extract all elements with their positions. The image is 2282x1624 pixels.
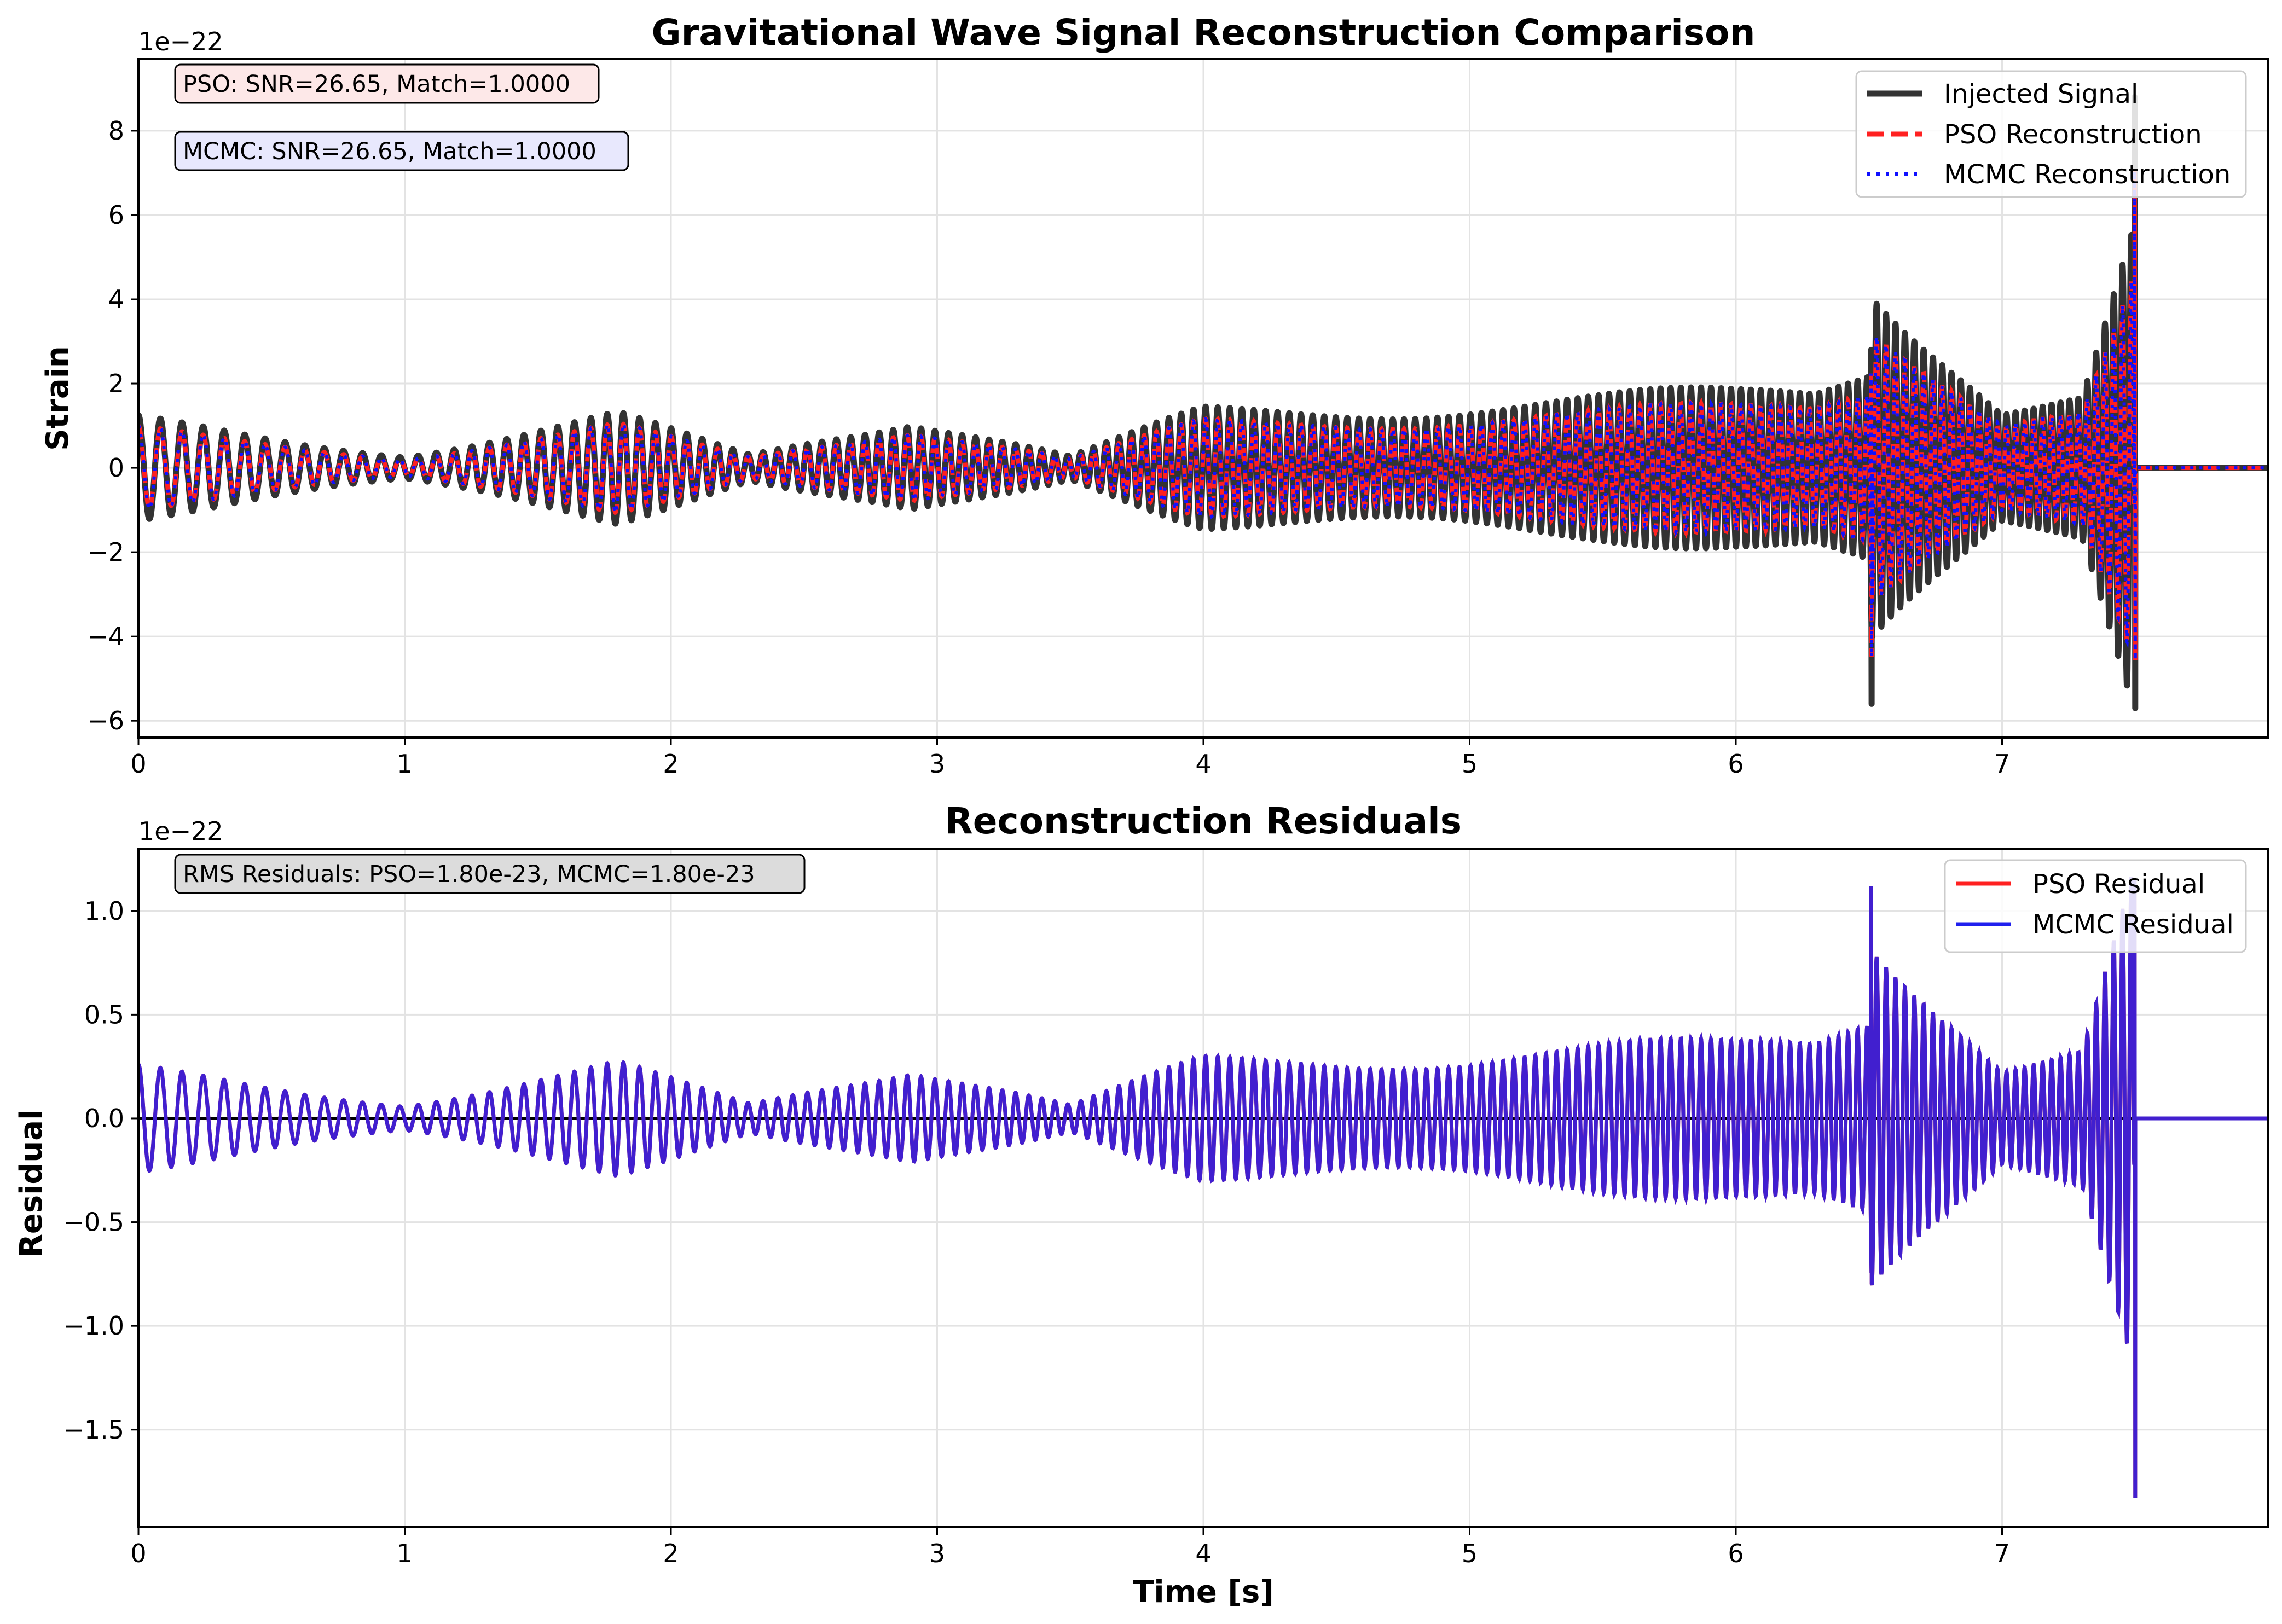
y-tick-label: −1.5: [63, 1415, 124, 1445]
annotation-pso-snr: PSO: SNR=26.65, Match=1.0000: [174, 63, 600, 104]
y-tick-label: −6: [87, 706, 124, 735]
x-tick-label: 1: [397, 1539, 413, 1568]
y-tick-label: −4: [87, 622, 124, 651]
chart-title: Gravitational Wave Signal Reconstruction…: [651, 11, 1755, 54]
legend-pso-reconstruction: PSO Reconstruction: [1944, 119, 2202, 150]
x-axis-label: Time [s]: [1133, 1574, 1274, 1610]
x-tick-label: 0: [130, 749, 146, 779]
y-tick-label: 0: [108, 453, 124, 483]
series-mcmc-reconstruction: [138, 171, 2268, 660]
x-tick-label: 5: [1462, 1539, 1478, 1568]
x-tick-label: 3: [929, 1539, 945, 1568]
y-axis-ticks: −6 −4 −2 0 2 4 6 8: [87, 116, 138, 735]
y-axis-label: Residual: [14, 1110, 49, 1258]
legend: Injected Signal PSO Reconstruction MCMC …: [1855, 70, 2247, 198]
svg-text:MCMC: SNR=26.65, Match=1.0000: MCMC: SNR=26.65, Match=1.0000: [183, 138, 596, 165]
y-tick-label: −0.5: [63, 1208, 124, 1237]
annotation-rms-residuals: RMS Residuals: PSO=1.80e-23, MCMC=1.80e-…: [174, 854, 806, 894]
x-tick-label: 7: [1994, 749, 2010, 779]
y-tick-label: 8: [108, 116, 124, 146]
series-mcmc-residual: [138, 877, 2268, 1498]
y-tick-label: 6: [108, 200, 124, 230]
y-tick-label: −2: [87, 537, 124, 567]
x-axis-ticks: 0 1 2 3 4 5 6 7: [130, 738, 2010, 779]
x-tick-label: 4: [1195, 1539, 1211, 1568]
x-tick-label: 0: [130, 1539, 146, 1568]
legend-pso-residual: PSO Residual: [2032, 869, 2205, 900]
chart-title: Reconstruction Residuals: [945, 800, 1462, 842]
svg-text:PSO: SNR=26.65, Match=1.0000: PSO: SNR=26.65, Match=1.0000: [183, 71, 570, 98]
y-axis-label: Strain: [40, 346, 76, 451]
y-tick-label: 1.0: [84, 896, 124, 926]
y-tick-label: 0.5: [84, 1000, 124, 1029]
x-tick-label: 2: [663, 749, 679, 779]
legend-injected-signal: Injected Signal: [1944, 79, 2138, 109]
x-tick-label: 4: [1195, 749, 1211, 779]
y-axis-ticks: −1.5 −1.0 −0.5 0.0 0.5 1.0: [63, 896, 138, 1445]
y-tick-label: 2: [108, 369, 124, 398]
y-offset-text: 1e−22: [138, 816, 223, 846]
signal-comparison-chart: Gravitational Wave Signal Reconstruction…: [40, 11, 2269, 779]
legend: PSO Residual MCMC Residual: [1944, 859, 2247, 953]
legend-mcmc-reconstruction: MCMC Reconstruction: [1944, 159, 2231, 190]
x-tick-label: 6: [1728, 1539, 1744, 1568]
y-tick-label: 4: [108, 285, 124, 314]
x-tick-label: 3: [929, 749, 945, 779]
legend-mcmc-residual: MCMC Residual: [2032, 909, 2234, 940]
x-tick-label: 5: [1462, 749, 1478, 779]
x-tick-label: 1: [397, 749, 413, 779]
y-tick-label: 0.0: [84, 1104, 124, 1133]
y-tick-label: −1.0: [63, 1311, 124, 1341]
y-offset-text: 1e−22: [138, 27, 223, 56]
annotation-mcmc-snr: MCMC: SNR=26.65, Match=1.0000: [174, 131, 629, 171]
x-tick-label: 7: [1994, 1539, 2010, 1568]
svg-text:RMS Residuals: PSO=1.80e-23, M: RMS Residuals: PSO=1.80e-23, MCMC=1.80e-…: [183, 861, 755, 888]
x-tick-label: 6: [1728, 749, 1744, 779]
x-tick-label: 2: [663, 1539, 679, 1568]
x-axis-ticks: 0 1 2 3 4 5 6 7: [130, 1527, 2010, 1568]
